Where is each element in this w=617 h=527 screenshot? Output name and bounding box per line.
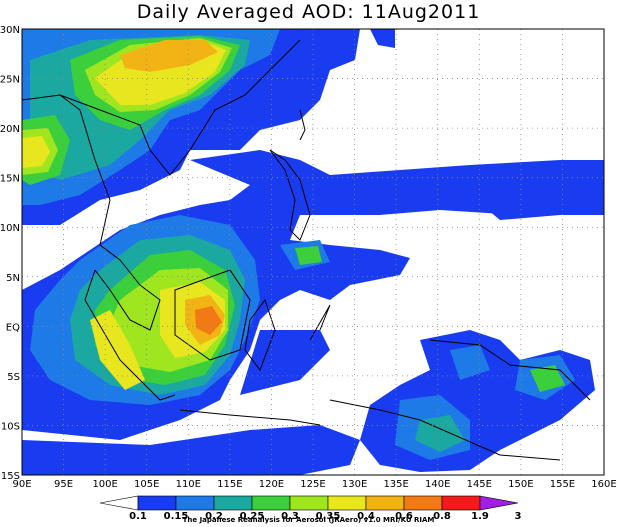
colorbar-swatch: [365, 495, 405, 511]
colorbar-swatch: [479, 495, 519, 511]
lon-label: 95E: [54, 479, 73, 490]
latitude-labels: 30N 25N 20N 15N 10N 5N EQ 5S 10S 15S: [0, 25, 20, 482]
map-frame: [21, 28, 605, 476]
lat-label: 10S: [1, 421, 20, 432]
lat-label: EQ: [6, 322, 20, 333]
lat-label: 30N: [0, 25, 20, 36]
longitude-labels: 90E 95E 100E 105E 110E 115E 120E 125E 130E 135E 14…: [12, 479, 616, 490]
colorbar-level-label: 0.4: [357, 511, 375, 522]
lon-label: 145E: [467, 479, 492, 490]
colorbar-level-label: 0.35: [316, 511, 341, 522]
colorbar-level-label: 1.9: [471, 511, 489, 522]
colorbar-level-label: 0.1: [129, 511, 147, 522]
lon-label: 130E: [342, 479, 367, 490]
colorbar-level-label: 0.6: [395, 511, 413, 522]
grid-lines: [22, 29, 604, 475]
lon-label: 140E: [425, 479, 450, 490]
lon-label: 110E: [176, 479, 201, 490]
map-title: Daily Averaged AOD: 11Aug2011: [136, 1, 481, 23]
aod-field: [22, 29, 604, 475]
lon-label: 115E: [217, 479, 242, 490]
colorbar-swatch: [137, 495, 177, 511]
lat-label: 15S: [1, 471, 20, 482]
lat-label: 5N: [6, 273, 20, 284]
lon-label: 120E: [259, 479, 284, 490]
colorbar-swatch: [213, 495, 253, 511]
lat-label: 5S: [7, 372, 20, 383]
colorbar-swatch: [441, 495, 481, 511]
lon-label: 150E: [508, 479, 533, 490]
colorbar-swatch: [403, 495, 443, 511]
colorbar-level-label: 3: [515, 511, 522, 522]
lon-label: 155E: [550, 479, 575, 490]
lon-label: 105E: [134, 479, 159, 490]
colorbar-swatch: [175, 495, 215, 511]
colorbar-swatch: [99, 495, 139, 511]
colorbar: 0.1 0.15 0.2 0.25 0.3 0.35 0.4 0.6 0.8 1.9 3: [99, 495, 522, 522]
colorbar-swatch: [289, 495, 329, 511]
colorbar-swatch: [327, 495, 367, 511]
colorbar-level-label: 0.3: [281, 511, 299, 522]
credit-text: The Japanese Reanalysis for Aerosol (JRA…: [182, 516, 435, 524]
lat-label: 10N: [0, 223, 20, 234]
lon-label: 90E: [12, 479, 31, 490]
colorbar-level-label: 0.8: [433, 511, 451, 522]
colorbar-level-label: 0.2: [205, 511, 223, 522]
lon-label: 160E: [591, 479, 616, 490]
colorbar-level-label: 0.15: [164, 511, 189, 522]
lon-label: 135E: [383, 479, 408, 490]
colorbar-level-label: 0.25: [240, 511, 265, 522]
lon-label: 100E: [92, 479, 117, 490]
lat-label: 25N: [0, 75, 20, 86]
colorbar-swatch: [251, 495, 291, 511]
lat-label: 20N: [0, 124, 20, 135]
lon-label: 125E: [300, 479, 325, 490]
lat-label: 15N: [0, 174, 20, 185]
